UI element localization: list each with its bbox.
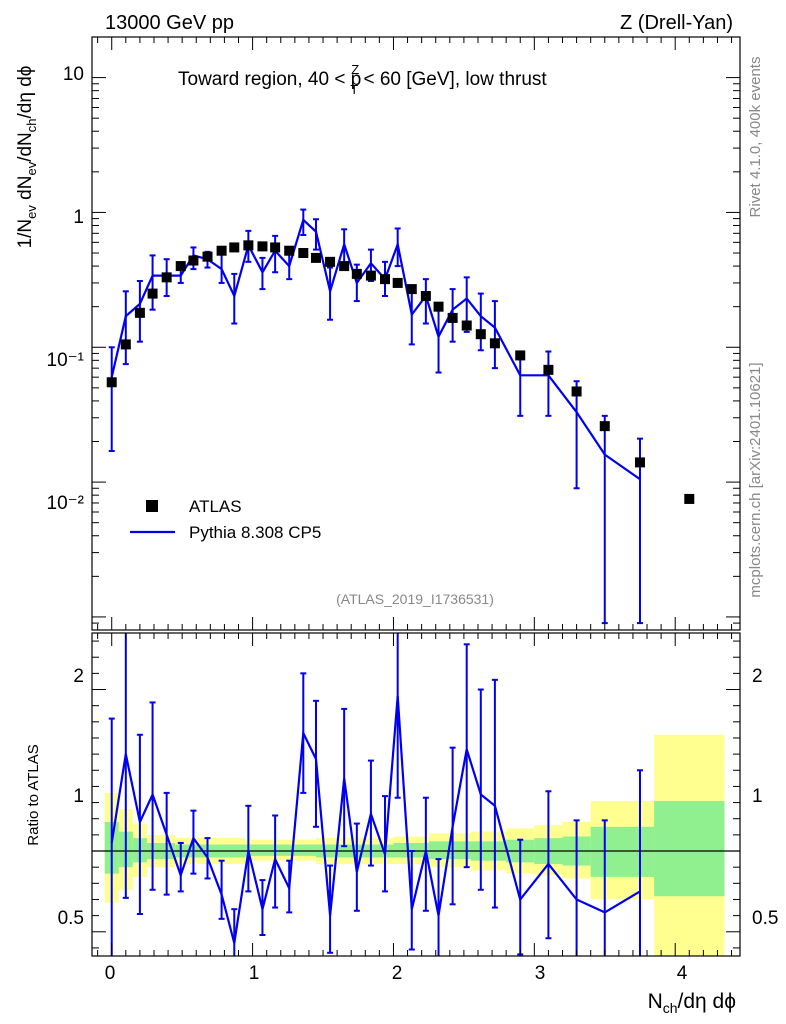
data-point xyxy=(461,320,472,331)
data-point xyxy=(543,364,554,375)
ratio-y-tick-label-right-2: 2 xyxy=(752,666,763,687)
main-y-label: 1/Nev dNev/dNch/dη dϕ xyxy=(15,66,39,249)
xlabel-a: N xyxy=(648,990,663,1013)
legend-mc-label: Pythia 8.308 CP5 xyxy=(189,523,321,542)
xlabel-a-sub: ch xyxy=(663,1000,678,1016)
y-tick-label-0.01: 10⁻² xyxy=(47,493,85,514)
ratio-axis-ticks xyxy=(92,633,740,956)
x-axis-label: Nch/dη dϕ xyxy=(648,990,736,1016)
data-point xyxy=(325,256,336,267)
ratio-band-inner xyxy=(245,844,316,856)
mcplots-url: mcplots.cern.ch [arXiv:2401.10621] xyxy=(747,362,764,597)
data-point xyxy=(351,268,362,279)
ratio-mc-line xyxy=(110,695,641,944)
ylabel-d: /dη dϕ xyxy=(15,66,36,119)
data-point xyxy=(420,290,431,301)
data-point xyxy=(599,421,610,432)
title-post: < 60 [GeV], low thrust xyxy=(358,69,547,90)
ratio-mc-series xyxy=(108,633,643,956)
energy-label: 13000 GeV pp xyxy=(105,12,234,34)
data-point xyxy=(684,493,695,504)
title-pre: Toward region, 40 < p xyxy=(178,69,361,90)
legend-data-marker xyxy=(146,500,158,512)
data-point xyxy=(433,301,444,312)
main-frame xyxy=(91,36,741,631)
data-point xyxy=(406,284,417,295)
ratio-band-inner xyxy=(654,800,725,897)
data-point xyxy=(365,270,376,281)
title-sup: Z xyxy=(351,62,359,77)
y-tick-label-0.1: 10⁻¹ xyxy=(47,350,85,371)
data-point xyxy=(339,261,350,272)
ylabel-b-sub: ev xyxy=(24,161,39,175)
data-point xyxy=(120,339,131,350)
data-point xyxy=(243,240,254,251)
data-point xyxy=(392,277,403,288)
data-point xyxy=(134,307,145,318)
xlabel-b: /dη dϕ xyxy=(678,990,736,1013)
x-tick-label-1: 1 xyxy=(249,963,260,984)
main-axis-ticks xyxy=(92,36,740,631)
ratio-y-tick-label-2: 2 xyxy=(73,666,84,687)
data-point xyxy=(175,261,186,272)
x-tick-label-0: 0 xyxy=(105,963,116,984)
x-tick-label-4: 4 xyxy=(677,963,688,984)
data-point xyxy=(216,245,227,256)
ylabel-b: dN xyxy=(15,176,36,206)
ratio-y-tick-label-1: 1 xyxy=(73,786,84,807)
y-tick-label-1: 1 xyxy=(73,207,84,228)
main-y-tick-labels: 10 1 10⁻¹ 10⁻² xyxy=(47,64,85,514)
title-sub: T xyxy=(350,82,358,97)
analysis-id: (ATLAS_2019_I1736531) xyxy=(336,591,494,607)
data-point xyxy=(310,252,321,263)
ratio-band-inner xyxy=(590,826,655,877)
mc-line xyxy=(110,217,641,481)
data-point xyxy=(571,386,582,397)
data-point xyxy=(489,338,500,349)
data-point xyxy=(106,377,117,388)
process-label: Z (Drell-Yan) xyxy=(620,12,733,34)
data-point xyxy=(380,274,391,285)
ratio-frame xyxy=(91,632,741,957)
rivet-info: Rivet 4.1.0, 400k events xyxy=(747,57,764,218)
ratio-y-tick-label-0.5: 0.5 xyxy=(58,908,84,929)
plot-title: Toward region, 40 < pZ T < 60 [GeV], low … xyxy=(178,62,547,97)
data-point xyxy=(188,255,199,266)
data-point xyxy=(475,329,486,340)
data-point xyxy=(270,242,281,253)
data-point xyxy=(447,312,458,323)
main-panel: 10 1 10⁻¹ 10⁻² Toward region, 40 < pZ T <… xyxy=(15,36,741,631)
legend-data-label: ATLAS xyxy=(189,497,242,516)
data-series xyxy=(106,240,695,504)
ratio-panel: 2 1 0.5 2 1 0.5 0 1 2 3 4 Ratio to ATLAS… xyxy=(25,632,778,1016)
x-tick-label-2: 2 xyxy=(392,963,403,984)
data-point xyxy=(202,251,213,262)
data-point xyxy=(284,245,295,256)
data-point xyxy=(147,288,158,299)
data-point xyxy=(515,350,526,361)
data-point xyxy=(257,241,268,252)
ylabel-a-sub: ev xyxy=(24,205,39,219)
y-tick-label-10: 10 xyxy=(63,64,84,85)
ratio-y-label: Ratio to ATLAS xyxy=(25,744,42,845)
ratio-y-tick-label-right-1: 1 xyxy=(752,786,763,807)
data-point xyxy=(229,242,240,253)
data-point xyxy=(298,248,309,259)
data-point xyxy=(634,457,645,468)
ylabel-a: 1/N xyxy=(15,219,36,249)
ylabel-c-sub: ch xyxy=(24,118,39,132)
ratio-uncertainty-bands xyxy=(104,734,725,956)
data-point xyxy=(161,272,172,283)
ylabel-c: /dN xyxy=(15,132,36,162)
legend: ATLAS Pythia 8.308 CP5 xyxy=(130,497,321,542)
ratio-y-tick-label-right-0.5: 0.5 xyxy=(752,908,778,929)
x-tick-label-3: 3 xyxy=(535,963,546,984)
